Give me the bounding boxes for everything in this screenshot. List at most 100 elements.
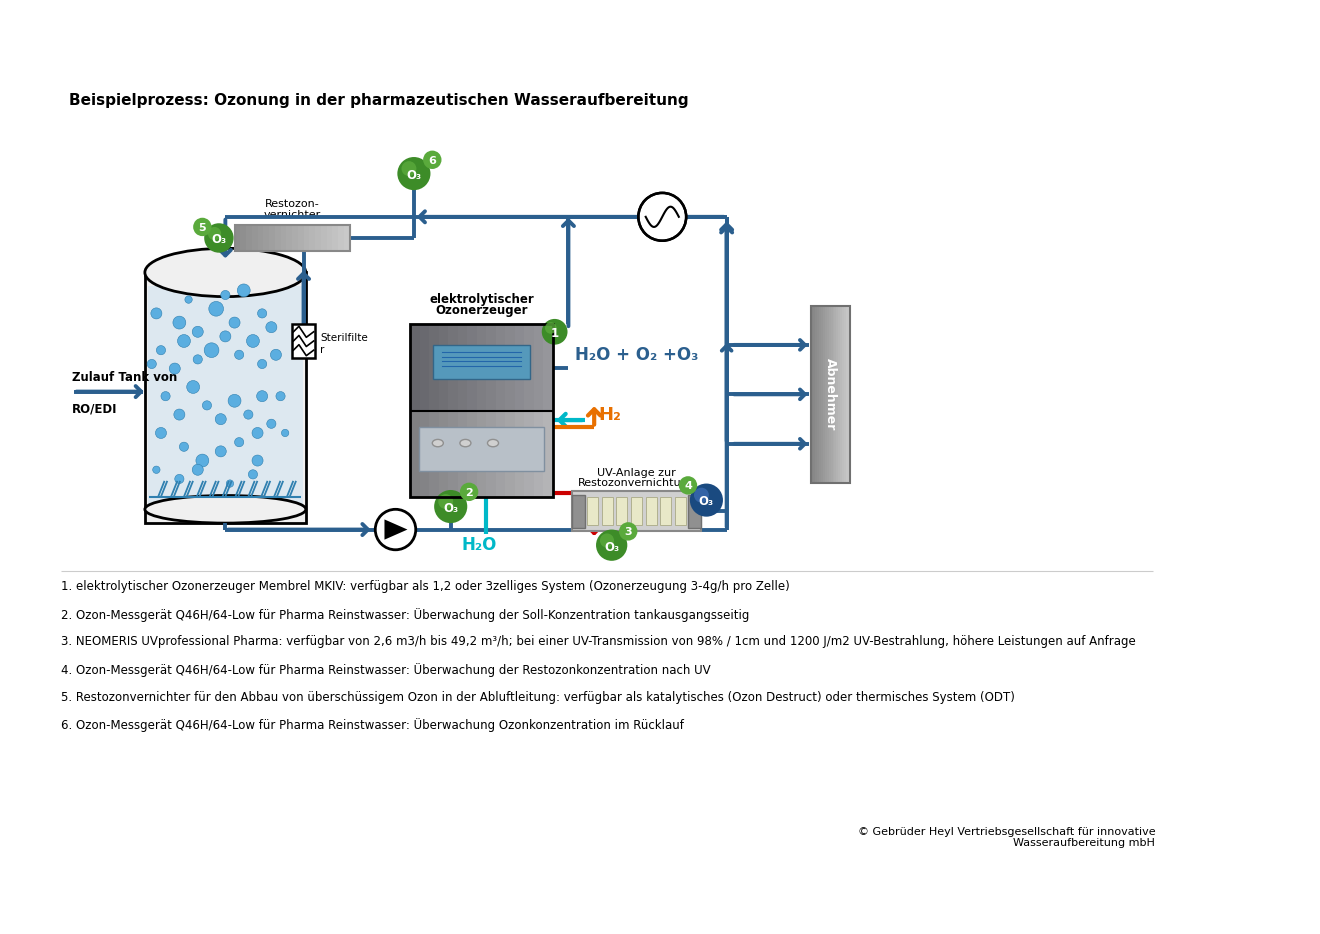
Circle shape xyxy=(230,317,240,328)
Ellipse shape xyxy=(145,496,306,523)
Bar xyxy=(429,324,438,411)
Circle shape xyxy=(424,150,441,169)
Bar xyxy=(496,324,506,411)
Circle shape xyxy=(174,474,183,484)
Bar xyxy=(631,497,642,525)
Circle shape xyxy=(147,360,156,369)
Bar xyxy=(458,324,467,411)
Text: O₃: O₃ xyxy=(698,495,714,508)
Text: Restozonvernichtung: Restozonvernichtung xyxy=(578,478,696,488)
Circle shape xyxy=(597,530,627,560)
Text: 4: 4 xyxy=(684,481,692,491)
Bar xyxy=(315,225,321,251)
Circle shape xyxy=(257,309,267,318)
Bar xyxy=(486,411,496,497)
Circle shape xyxy=(619,522,638,541)
Text: Sterilfilte: Sterilfilte xyxy=(319,333,368,343)
Circle shape xyxy=(438,494,453,509)
Text: 2. Ozon-Messgerät Q46H/64-Low für Pharma Reinstwasser: Überwachung der Soll-Konz: 2. Ozon-Messgerät Q46H/64-Low für Pharma… xyxy=(61,608,748,622)
Circle shape xyxy=(545,322,557,333)
Text: RO/EDI: RO/EDI xyxy=(71,403,117,416)
Circle shape xyxy=(186,380,199,393)
Bar xyxy=(235,225,240,251)
Bar xyxy=(240,225,246,251)
Circle shape xyxy=(205,343,219,358)
Circle shape xyxy=(209,302,223,316)
Circle shape xyxy=(156,428,166,438)
Circle shape xyxy=(150,308,162,318)
Circle shape xyxy=(397,157,430,191)
Circle shape xyxy=(276,391,285,401)
Text: 5. Restozonvernichter für den Abbau von überschüssigem Ozon in der Abluftleitung: 5. Restozonvernichter für den Abbau von … xyxy=(61,690,1015,703)
Circle shape xyxy=(599,533,614,547)
Bar xyxy=(544,324,553,411)
Bar xyxy=(660,497,672,525)
Bar xyxy=(533,411,544,497)
Bar xyxy=(298,225,304,251)
Text: UV-Anlage zur: UV-Anlage zur xyxy=(597,468,676,478)
Circle shape xyxy=(401,162,416,177)
Bar xyxy=(842,306,843,483)
Bar xyxy=(524,324,533,411)
Bar xyxy=(338,225,343,251)
Text: Abnehmer: Abnehmer xyxy=(824,358,837,431)
Circle shape xyxy=(226,480,234,488)
Bar xyxy=(275,225,281,251)
Text: H₂O: H₂O xyxy=(599,516,638,534)
Text: O₃: O₃ xyxy=(211,234,227,247)
Text: O₃: O₃ xyxy=(407,169,421,182)
Text: 1: 1 xyxy=(550,327,558,340)
Circle shape xyxy=(252,455,263,466)
Circle shape xyxy=(244,410,253,419)
Circle shape xyxy=(195,454,209,467)
Circle shape xyxy=(193,464,203,475)
Text: r: r xyxy=(319,346,325,355)
Bar xyxy=(846,306,847,483)
Circle shape xyxy=(235,437,244,446)
Circle shape xyxy=(690,484,723,517)
Ellipse shape xyxy=(487,439,499,446)
Bar xyxy=(486,324,496,411)
Bar xyxy=(506,411,515,497)
Text: vernichter: vernichter xyxy=(264,209,321,219)
Bar xyxy=(458,411,467,497)
Bar xyxy=(281,225,286,251)
Bar xyxy=(420,324,429,411)
Circle shape xyxy=(193,326,203,337)
Bar xyxy=(148,286,304,509)
Bar xyxy=(544,411,553,497)
Bar xyxy=(343,225,350,251)
Circle shape xyxy=(252,428,263,438)
Bar xyxy=(818,306,821,483)
Bar xyxy=(533,324,544,411)
Bar xyxy=(812,306,850,483)
Circle shape xyxy=(156,346,165,355)
Bar xyxy=(616,497,627,525)
Bar xyxy=(812,306,813,483)
Bar xyxy=(433,345,529,379)
Bar xyxy=(515,411,524,497)
Circle shape xyxy=(161,391,170,401)
Circle shape xyxy=(248,470,257,479)
Circle shape xyxy=(202,401,211,410)
Bar xyxy=(822,306,825,483)
Bar xyxy=(833,306,834,483)
Bar xyxy=(145,273,306,523)
Circle shape xyxy=(228,394,242,407)
Circle shape xyxy=(215,414,226,425)
Circle shape xyxy=(459,483,478,501)
Circle shape xyxy=(193,218,211,236)
Text: H₂O: H₂O xyxy=(461,536,496,554)
Bar xyxy=(524,411,533,497)
Bar xyxy=(263,225,269,251)
Bar xyxy=(817,306,818,483)
Bar xyxy=(467,411,477,497)
Bar xyxy=(572,491,701,531)
Text: Zulauf Tank von: Zulauf Tank von xyxy=(71,371,177,384)
Bar xyxy=(411,411,420,497)
Bar xyxy=(235,225,350,251)
Bar xyxy=(843,306,846,483)
Bar xyxy=(826,306,829,483)
Text: Ozonerzeuger: Ozonerzeuger xyxy=(436,304,528,317)
Text: 3. NEOMERIS UVprofessional Pharma: verfügbar von 2,6 m3/h bis 49,2 m³/h; bei ein: 3. NEOMERIS UVprofessional Pharma: verfü… xyxy=(61,635,1135,648)
